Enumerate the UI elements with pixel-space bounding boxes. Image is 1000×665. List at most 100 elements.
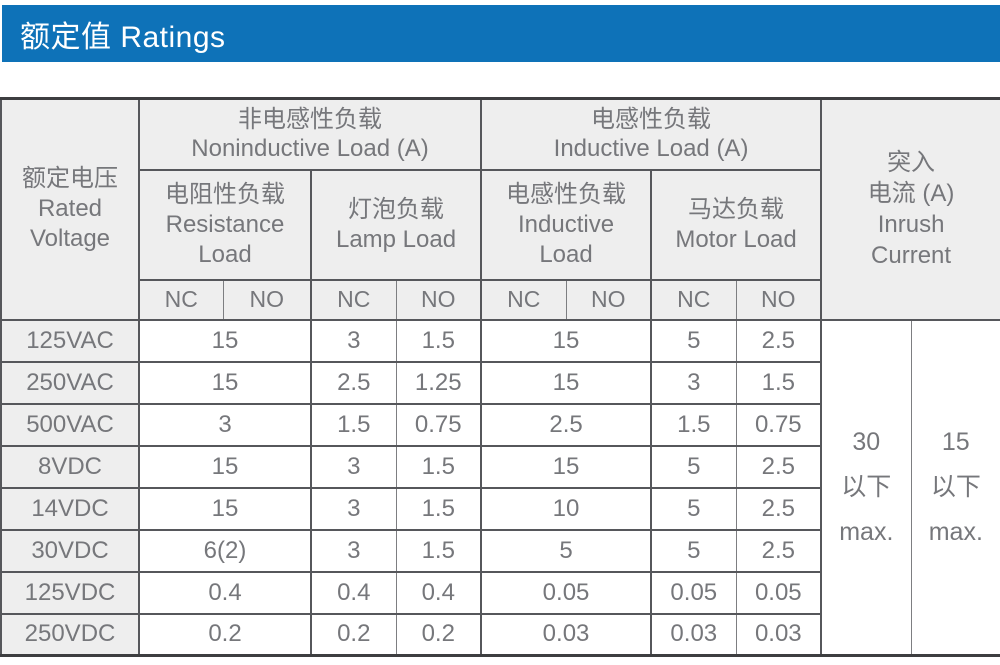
lamp-load-en: Lamp Load <box>335 225 457 253</box>
motor-no-header: NO <box>735 278 823 321</box>
inductive-load-sub-zh: 电感性负载 <box>506 180 627 208</box>
table-row: 8VDC 15 3 1.5 15 5 2.5 <box>0 444 1000 489</box>
lamp-no-header: NO <box>395 278 483 321</box>
noninductive-load-group-header: 非电感性负载 Noninductive Load (A) <box>137 97 483 171</box>
inductive-load-sub-en2: Load <box>539 240 593 268</box>
voltage-cell: 250VAC <box>0 360 140 405</box>
resistance-value-cell: 0.4 <box>138 570 312 615</box>
motor-nc-value-cell: 0.03 <box>650 612 737 657</box>
section-title-bar: 额定值 Ratings <box>2 5 1000 62</box>
lamp-no-value-cell: 1.5 <box>395 444 483 489</box>
motor-nc-value-cell: 3 <box>650 360 737 405</box>
lamp-no-value-cell: 0.2 <box>395 612 483 657</box>
motor-no-value-cell: 0.05 <box>735 570 823 615</box>
inrush-limit-line: 以下 <box>841 472 892 501</box>
inrush-header-zh2: 电流 (A) <box>867 180 955 208</box>
inductive-value-cell: 0.05 <box>480 570 653 615</box>
motor-load-zh: 马达负载 <box>688 195 785 223</box>
voltage-cell: 250VDC <box>0 612 140 657</box>
voltage-cell: 8VDC <box>0 444 140 489</box>
inrush-limit-cell: 30 以下 max. <box>820 318 912 657</box>
lamp-no-value-cell: 0.4 <box>395 570 483 615</box>
motor-nc-value-cell: 5 <box>650 528 737 573</box>
voltage-cell: 500VAC <box>0 402 140 447</box>
resistance-load-header: 电阻性负载 Resistance Load <box>138 168 312 281</box>
lamp-nc-value-cell: 2.5 <box>310 360 397 405</box>
section-title: 额定值 Ratings <box>20 20 226 54</box>
table-row: 125VAC 15 3 1.5 15 5 2.5 30 以下 max. 15 以下 max. <box>0 318 1000 657</box>
resistance-load-zh: 电阻性负载 <box>165 180 285 208</box>
inductive-value-cell: 15 <box>480 318 653 363</box>
lamp-no-value-cell: 1.5 <box>395 528 483 573</box>
motor-no-value-cell: 0.75 <box>735 402 823 447</box>
noninductive-load-en: Noninductive Load (A) <box>191 135 429 163</box>
inrush-limit-line: 15 <box>941 427 970 456</box>
lamp-nc-value-cell: 3 <box>310 444 397 489</box>
rated-voltage-header-en1: Rated <box>37 195 103 223</box>
table-row: 14VDC 15 3 1.5 10 5 2.5 <box>0 486 1000 531</box>
inductive-nc-header: NC <box>480 278 567 321</box>
resistance-value-cell: 15 <box>138 318 312 363</box>
contact-header-row: NC NO NC NO NC NO NC NO <box>1 278 1000 321</box>
motor-load-header: 马达负载 Motor Load <box>650 168 823 281</box>
inductive-load-group-header: 电感性负载 Inductive Load (A) <box>480 97 823 171</box>
voltage-cell: 30VDC <box>0 528 140 573</box>
lamp-no-value-cell: 0.75 <box>395 402 483 447</box>
inrush-limit-cell: 15 以下 max. <box>910 318 1000 657</box>
voltage-cell: 125VAC <box>0 318 140 363</box>
ratings-table: 额定电压 Rated Voltage 非电感性负载 Noninductive L… <box>0 97 1000 657</box>
table-row: 500VAC 3 1.5 0.75 2.5 1.5 0.75 <box>0 402 1000 447</box>
lamp-load-zh: 灯泡负载 <box>348 195 445 223</box>
inductive-load-group-zh: 电感性负载 <box>591 106 712 134</box>
inductive-value-cell: 15 <box>480 444 653 489</box>
inrush-header-en1: Inrush <box>877 211 945 239</box>
inrush-limit-line: 30 <box>852 427 881 456</box>
lamp-no-value-cell: 1.5 <box>395 486 483 531</box>
table-row: 30VDC 6(2) 3 1.5 5 5 2.5 <box>0 528 1000 573</box>
motor-no-value-cell: 1.5 <box>735 360 823 405</box>
voltage-cell: 14VDC <box>0 486 140 531</box>
motor-load-en: Motor Load <box>675 225 797 253</box>
resistance-value-cell: 0.2 <box>138 612 312 657</box>
sub-header-row: 电阻性负载 Resistance Load 灯泡负载 Lamp Load 电感性… <box>1 168 1000 281</box>
motor-no-value-cell: 0.03 <box>735 612 823 657</box>
resistance-load-en2: Load <box>198 240 252 268</box>
table-row: 250VAC 15 2.5 1.25 15 3 1.5 <box>0 360 1000 405</box>
inductive-value-cell: 2.5 <box>480 402 653 447</box>
inrush-header-en2: Current <box>871 242 952 270</box>
lamp-nc-value-cell: 0.2 <box>310 612 397 657</box>
motor-no-value-cell: 2.5 <box>735 444 823 489</box>
lamp-no-value-cell: 1.25 <box>395 360 483 405</box>
lamp-no-value-cell: 1.5 <box>395 318 483 363</box>
inductive-no-header: NO <box>565 278 653 321</box>
resistance-value-cell: 15 <box>138 360 312 405</box>
resistance-value-cell: 15 <box>138 444 312 489</box>
inrush-header-zh1: 突入 <box>887 149 936 177</box>
inductive-value-cell: 5 <box>480 528 653 573</box>
motor-nc-value-cell: 1.5 <box>650 402 737 447</box>
resistance-value-cell: 3 <box>138 402 312 447</box>
motor-no-value-cell: 2.5 <box>735 528 823 573</box>
table-row: 250VDC 0.2 0.2 0.2 0.03 0.03 0.03 <box>0 612 1000 657</box>
motor-nc-value-cell: 5 <box>650 318 737 363</box>
inductive-value-cell: 0.03 <box>480 612 653 657</box>
lamp-nc-value-cell: 1.5 <box>310 402 397 447</box>
group-header-row: 额定电压 Rated Voltage 非电感性负载 Noninductive L… <box>0 97 1000 321</box>
lamp-nc-value-cell: 3 <box>310 528 397 573</box>
motor-no-value-cell: 2.5 <box>735 486 823 531</box>
table-row: 125VDC 0.4 0.4 0.4 0.05 0.05 0.05 <box>0 570 1000 615</box>
inrush-limit-line: max. <box>928 517 983 546</box>
noninductive-load-zh: 非电感性负载 <box>238 106 383 134</box>
resistance-no-header: NO <box>222 278 312 321</box>
voltage-cell: 125VDC <box>0 570 140 615</box>
inrush-limit-line: max. <box>839 517 894 546</box>
resistance-value-cell: 6(2) <box>138 528 312 573</box>
lamp-load-header: 灯泡负载 Lamp Load <box>309 168 483 281</box>
rated-voltage-header: 额定电压 Rated Voltage <box>0 97 140 321</box>
ratings-table-body: 125VAC 15 3 1.5 15 5 2.5 30 以下 max. 15 以下 max. 250VAC… <box>0 318 1000 657</box>
inductive-load-sub-en1: Inductive <box>518 210 615 238</box>
resistance-load-en1: Resistance <box>165 210 285 238</box>
resistance-nc-header: NC <box>138 278 224 321</box>
lamp-nc-value-cell: 3 <box>310 486 397 531</box>
